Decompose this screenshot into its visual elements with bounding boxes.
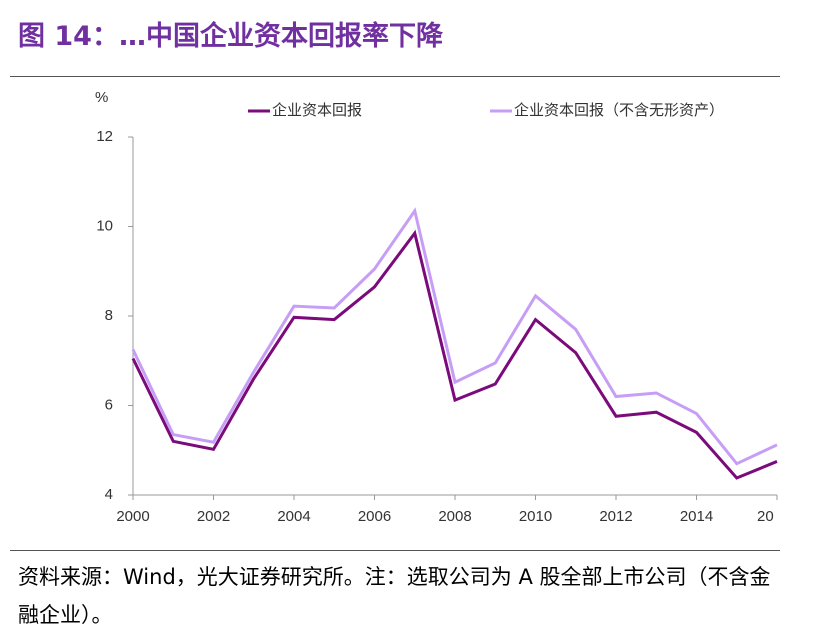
legend-label: 企业资本回报 <box>272 101 362 119</box>
x-tick-label: 2004 <box>277 508 310 525</box>
rule <box>10 550 780 551</box>
x-tick-label: 2010 <box>519 508 552 525</box>
x-tick-label: 2014 <box>680 508 713 525</box>
series-line <box>131 207 778 466</box>
x-tick-label: 2008 <box>438 508 471 525</box>
x-tick-label: 20 <box>757 508 774 525</box>
x-tick-label: 2002 <box>197 508 230 525</box>
y-tick-label: 12 <box>96 128 113 145</box>
y-tick-label: 10 <box>96 217 113 234</box>
y-tick-label: 8 <box>105 307 113 324</box>
legend-label: 企业资本回报（不含无形资产） <box>514 101 724 119</box>
x-tick-label: 2012 <box>599 508 632 525</box>
y-tick-label: 4 <box>105 486 113 503</box>
x-tick-label: 2000 <box>116 508 149 525</box>
rule <box>10 76 780 77</box>
chart: % 4 6 8 10 12 2000 2002 2004 2006 2008 2010 2012 201… <box>95 89 778 525</box>
figure-title: 图 14：…中国企业资本回报率下降 <box>18 21 443 52</box>
x-tick-label: 2006 <box>358 508 391 525</box>
source-note: 资料来源：Wind，光大证券研究所。注：选取公司为 A 股全部上市公司（不含金融… <box>18 565 771 627</box>
y-tick-label: 6 <box>105 396 113 413</box>
y-unit: % <box>95 89 108 106</box>
series-line <box>131 229 778 480</box>
